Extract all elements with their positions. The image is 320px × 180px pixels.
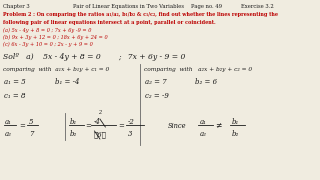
Text: (c) 6x - 3y + 10 = 0 ; 2x - y + 9 = 0: (c) 6x - 3y + 10 = 0 ; 2x - y + 9 = 0 xyxy=(3,42,92,47)
Text: -4: -4 xyxy=(93,118,100,126)
Text: comparing  with  a₁x + b₁y + c₁ = 0: comparing with a₁x + b₁y + c₁ = 0 xyxy=(3,67,109,72)
Text: ⃣6⃣: ⃣6⃣ xyxy=(93,130,107,138)
Text: Since: Since xyxy=(168,122,187,130)
Text: b₁: b₁ xyxy=(70,118,77,126)
Text: a₂ = 7: a₂ = 7 xyxy=(145,78,167,86)
Text: b₂ = 6: b₂ = 6 xyxy=(195,78,217,86)
Text: Exercise 3.2: Exercise 3.2 xyxy=(241,4,274,9)
Text: -2: -2 xyxy=(128,118,135,126)
Text: c₁ = 8: c₁ = 8 xyxy=(4,92,25,100)
Text: a₂: a₂ xyxy=(200,130,207,138)
Text: a₁: a₁ xyxy=(200,118,207,126)
Text: b₂: b₂ xyxy=(232,130,239,138)
Text: following pair of linear equations intersect at a point, parallel or coincident.: following pair of linear equations inter… xyxy=(3,20,215,25)
Text: ;   7x + 6y - 9 = 0: ; 7x + 6y - 9 = 0 xyxy=(118,53,186,61)
Text: 7: 7 xyxy=(29,130,34,138)
Text: =: = xyxy=(118,122,124,130)
Text: =: = xyxy=(19,122,25,130)
Text: Solº   a)    5x - 4y + 8 = 0: Solº a) 5x - 4y + 8 = 0 xyxy=(3,53,100,61)
Text: a₁: a₁ xyxy=(4,118,12,126)
Text: b₁: b₁ xyxy=(232,118,239,126)
Text: 5: 5 xyxy=(29,118,34,126)
Text: a₂: a₂ xyxy=(4,130,12,138)
Text: Pair of Linear Equations in Two Variables: Pair of Linear Equations in Two Variable… xyxy=(73,4,184,9)
Text: a₁ = 5: a₁ = 5 xyxy=(4,78,25,86)
Text: 2: 2 xyxy=(98,110,101,115)
Text: b₂: b₂ xyxy=(70,130,77,138)
Text: b₁ = -4: b₁ = -4 xyxy=(54,78,79,86)
Text: comparing  with   a₂x + b₂y + c₂ = 0: comparing with a₂x + b₂y + c₂ = 0 xyxy=(144,67,252,72)
Text: (a) 5x - 4y + 8 = 0 ; 7x + 6y -9 = 0: (a) 5x - 4y + 8 = 0 ; 7x + 6y -9 = 0 xyxy=(3,28,91,33)
Text: c₂ = -9: c₂ = -9 xyxy=(145,92,169,100)
Text: (b) 9x + 3y + 12 = 0 ; 18x + 6y + 24 = 0: (b) 9x + 3y + 12 = 0 ; 18x + 6y + 24 = 0 xyxy=(3,35,107,40)
Text: ≠: ≠ xyxy=(215,122,222,130)
Text: Page no. 49: Page no. 49 xyxy=(191,4,222,9)
Text: Problem 2 : On comparing the ratios a₁/a₂, b₁/b₂ & c₁/c₂, find out whether the l: Problem 2 : On comparing the ratios a₁/a… xyxy=(3,12,278,17)
Text: =: = xyxy=(85,122,91,130)
Text: Chapter 3: Chapter 3 xyxy=(3,4,29,9)
Text: 3: 3 xyxy=(128,130,132,138)
